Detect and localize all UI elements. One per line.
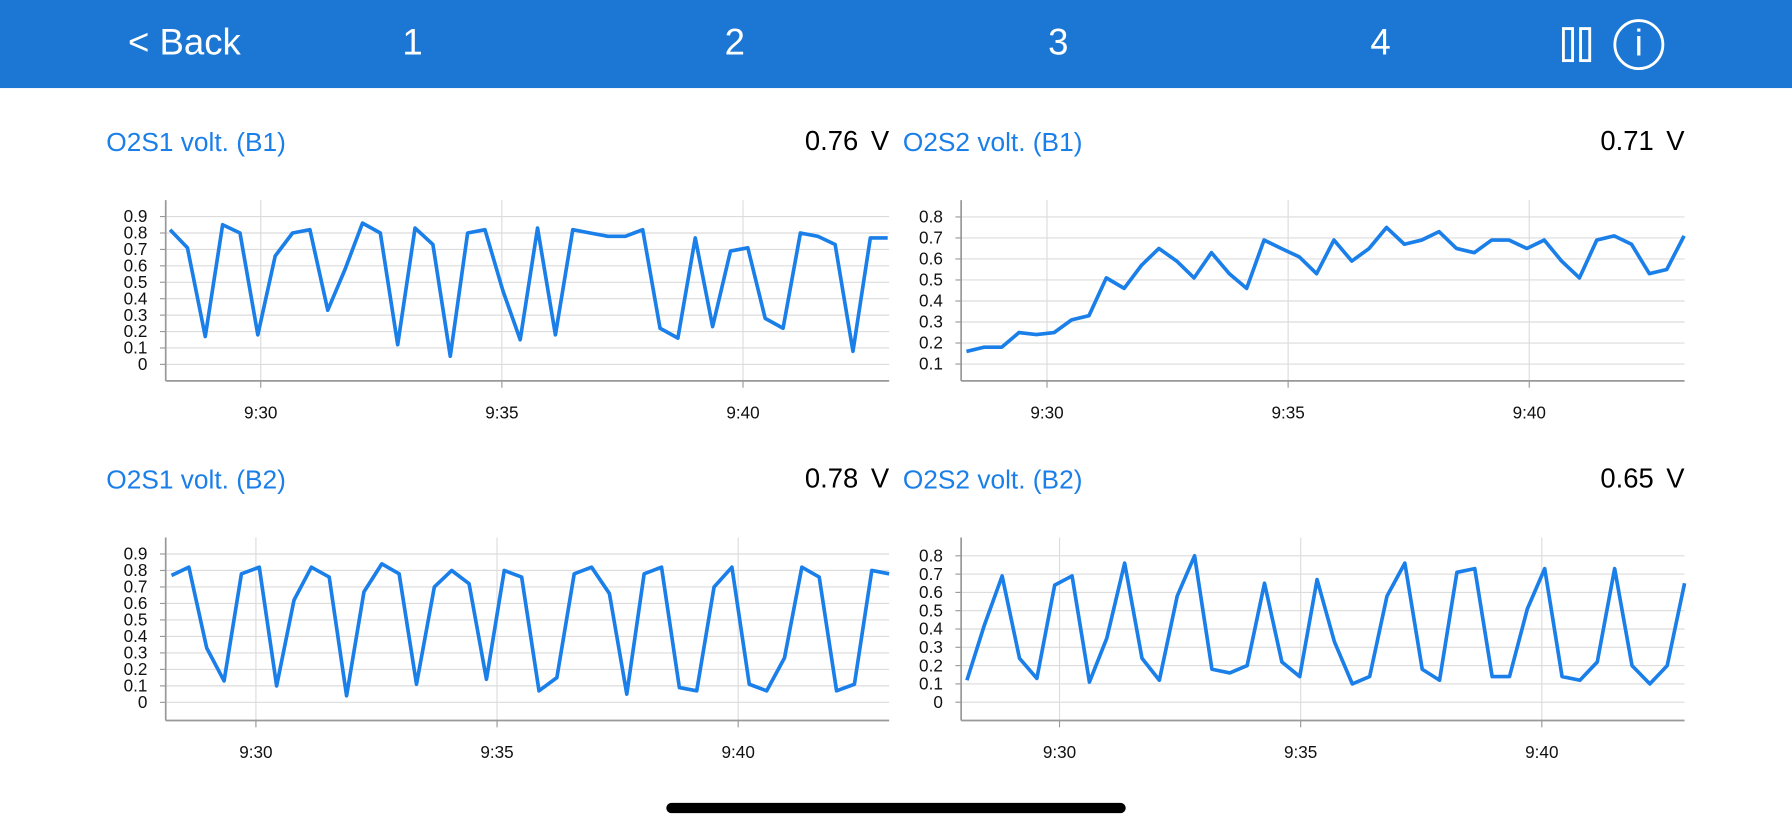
- x-tick-label: 9:40: [726, 403, 759, 423]
- data-line: [168, 221, 888, 359]
- x-tick-label: 9:30: [239, 742, 272, 762]
- y-tick-label: 0.4: [919, 291, 943, 311]
- y-tick-label: 0.3: [919, 637, 943, 657]
- tab[interactable]: 2: [725, 21, 745, 62]
- unit: V: [1666, 125, 1685, 156]
- data-line: [966, 225, 1686, 354]
- y-tick-label: 0.9: [124, 544, 148, 564]
- y-tick-label: 0.6: [919, 249, 943, 269]
- y-tick-label: 0.8: [919, 207, 943, 227]
- unit: V: [871, 125, 890, 156]
- y-tick-label: 0.6: [124, 256, 148, 276]
- data-line: [170, 562, 890, 698]
- y-tick-label: 0.5: [919, 270, 943, 290]
- current-value: 0.71: [1600, 125, 1653, 156]
- x-tick-label: 9:30: [244, 403, 277, 423]
- chart-title: O2S1 volt. (B2): [106, 464, 286, 494]
- y-tick-label: 0.1: [919, 354, 943, 374]
- x-tick-label: 9:40: [1513, 403, 1546, 423]
- y-tick-label: 0.2: [124, 321, 148, 341]
- y-tick-label: 0.2: [124, 659, 148, 679]
- y-tick-label: 0.4: [124, 288, 148, 308]
- nav-bar: [0, 0, 1792, 89]
- y-tick-label: 0.6: [919, 582, 943, 602]
- current-value: 0.65: [1600, 463, 1653, 494]
- y-tick-label: 0.7: [124, 239, 148, 259]
- y-tick-label: 0.1: [919, 674, 943, 694]
- y-tick-label: 0.3: [919, 312, 943, 332]
- y-tick-label: 0.8: [124, 560, 148, 580]
- y-tick-label: 0: [138, 354, 148, 374]
- chart-title: O2S2 volt. (B1): [903, 127, 1083, 157]
- x-tick-label: 9:30: [1030, 403, 1063, 423]
- x-tick-label: 9:40: [722, 742, 755, 762]
- back-button[interactable]: < Back: [128, 21, 242, 62]
- y-tick-label: 0.7: [919, 228, 943, 248]
- pause-button[interactable]: [1562, 27, 1592, 63]
- home-indicator: [666, 802, 1126, 814]
- chart-title: O2S1 volt. (B1): [106, 127, 286, 157]
- y-tick-label: 0.2: [919, 333, 943, 353]
- x-tick-label: 9:35: [485, 403, 518, 423]
- unit: V: [871, 463, 890, 494]
- current-value: 0.78: [805, 463, 858, 494]
- y-tick-label: 0.4: [919, 619, 943, 639]
- chart-title: O2S2 volt. (B2): [903, 464, 1083, 494]
- pause-bar: [1562, 27, 1574, 63]
- x-tick-label: 9:35: [1284, 742, 1317, 762]
- info-label[interactable]: i: [1635, 22, 1643, 63]
- y-tick-label: 0.6: [124, 593, 148, 613]
- x-tick-label: 9:35: [1271, 403, 1304, 423]
- current-value: 0.76: [805, 125, 858, 156]
- x-tick-label: 9:30: [1043, 742, 1076, 762]
- x-tick-label: 9:35: [480, 742, 513, 762]
- tab[interactable]: 4: [1370, 21, 1390, 62]
- y-tick-label: 0.5: [124, 610, 148, 630]
- y-tick-label: 0.7: [124, 577, 148, 597]
- y-tick-label: 0.3: [124, 643, 148, 663]
- data-line: [965, 553, 1687, 686]
- y-tick-label: 0.9: [124, 206, 148, 226]
- tab[interactable]: 3: [1048, 21, 1068, 62]
- x-tick-label: 9:40: [1525, 742, 1558, 762]
- y-tick-label: 0.2: [919, 655, 943, 675]
- pause-bar: [1579, 27, 1592, 63]
- y-tick-label: 0.3: [124, 305, 148, 325]
- y-tick-label: 0.1: [124, 338, 148, 358]
- y-tick-label: 0.5: [124, 272, 148, 292]
- y-tick-label: 0: [933, 692, 943, 712]
- y-tick-label: 0: [138, 692, 148, 712]
- y-tick-label: 0.8: [919, 545, 943, 565]
- unit: V: [1666, 463, 1685, 494]
- y-tick-label: 0.4: [124, 626, 148, 646]
- y-tick-label: 0.7: [919, 564, 943, 584]
- y-tick-label: 0.8: [124, 223, 148, 243]
- y-tick-label: 0.1: [124, 676, 148, 696]
- tab[interactable]: 1: [402, 21, 422, 62]
- y-tick-label: 0.5: [919, 600, 943, 620]
- info-button[interactable]: [1613, 19, 1665, 71]
